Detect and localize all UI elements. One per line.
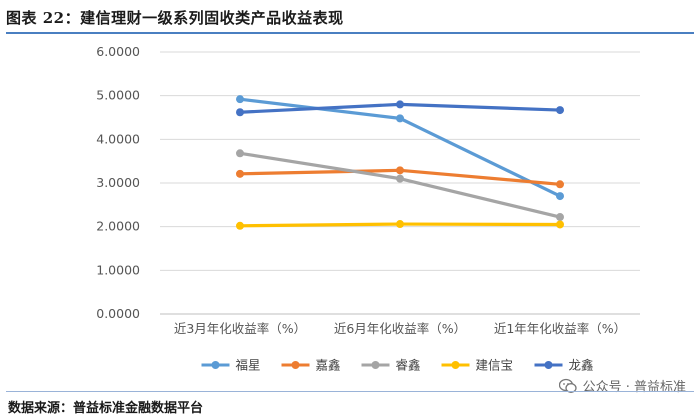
data-point <box>236 149 244 158</box>
x-tick-label: 近3月年化收益率（%） <box>174 321 306 336</box>
y-tick-label: 4.0000 <box>96 131 140 146</box>
data-point <box>396 220 404 229</box>
watermark: 公众号 · 普益标准 <box>558 376 686 395</box>
data-point <box>556 180 564 189</box>
x-axis-ticks: 近3月年化收益率（%） 近6月年化收益率（%） 近1年年化收益率（%） <box>174 321 626 336</box>
data-point <box>396 166 404 175</box>
legend-label: 建信宝 <box>476 358 514 373</box>
data-point <box>556 220 564 229</box>
y-tick-label: 0.0000 <box>96 306 140 321</box>
x-tick-label: 近6月年化收益率（%） <box>334 321 466 336</box>
footer-divider <box>6 391 694 392</box>
data-point <box>236 108 244 117</box>
y-tick-label: 6.0000 <box>96 44 140 59</box>
title-bar: 图表 22：建信理财一级系列固收类产品收益表现 <box>6 2 694 34</box>
y-tick-label: 5.0000 <box>96 88 140 103</box>
legend-label: 睿鑫 <box>396 358 421 373</box>
legend: 福星 嘉鑫 睿鑫 建信宝 龙鑫 <box>201 358 594 373</box>
x-tick-label: 近1年年化收益率（%） <box>494 321 626 336</box>
line-chart: 0.0000 1.0000 2.0000 3.0000 4.0000 5.0000 6.00… <box>96 44 640 373</box>
y-tick-label: 3.0000 <box>96 175 140 190</box>
data-point <box>556 106 564 115</box>
legend-swatch-marker <box>211 361 220 369</box>
legend-swatch-marker <box>291 361 300 369</box>
legend-swatch-marker <box>371 361 380 369</box>
data-point <box>236 95 244 104</box>
data-point <box>396 174 404 183</box>
legend-swatch-marker <box>544 361 553 369</box>
series-line <box>238 151 562 219</box>
chart-title: 图表 22：建信理财一级系列固收类产品收益表现 <box>6 8 344 27</box>
series-lines <box>236 95 564 230</box>
gridlines <box>160 51 640 315</box>
data-point <box>236 169 244 178</box>
data-point <box>396 114 404 123</box>
legend-label: 福星 <box>236 358 261 373</box>
watermark-text: 公众号 · 普益标准 <box>582 380 686 395</box>
data-source: 数据来源：普益标准金融数据平台 <box>8 401 204 416</box>
legend-label: 嘉鑫 <box>316 358 341 373</box>
legend-swatch-marker <box>451 361 460 369</box>
legend-label: 龙鑫 <box>569 358 594 373</box>
data-point <box>556 192 564 201</box>
y-tick-label: 2.0000 <box>96 219 140 234</box>
data-point <box>236 221 244 230</box>
data-point <box>556 213 564 222</box>
y-axis-ticks: 0.0000 1.0000 2.0000 3.0000 4.0000 5.0000 6.00… <box>96 44 140 321</box>
chart-area: 0.0000 1.0000 2.0000 3.0000 4.0000 5.0000 6.00… <box>0 34 700 384</box>
data-point <box>396 100 404 109</box>
y-tick-label: 1.0000 <box>96 262 140 277</box>
